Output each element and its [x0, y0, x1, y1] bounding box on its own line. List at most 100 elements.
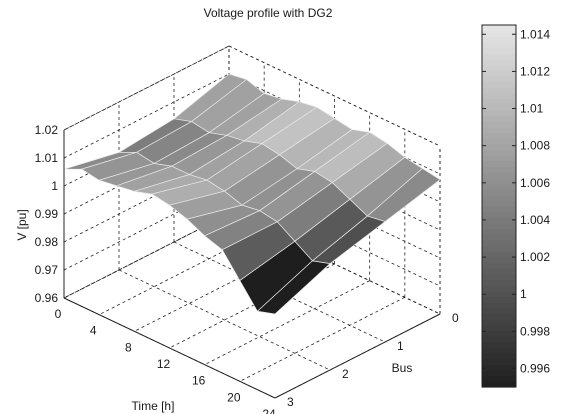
- colorbar-band: [482, 273, 516, 281]
- colorbar-band: [482, 104, 516, 111]
- colorbar-tick-label: 1.002: [520, 250, 550, 264]
- colorbar-band: [482, 234, 516, 241]
- colorbar-band: [482, 183, 516, 190]
- colorbar-band: [482, 160, 516, 168]
- x-grid-floor: [204, 280, 370, 366]
- colorbar-band: [482, 370, 516, 377]
- colorbar-band: [482, 121, 516, 128]
- y-grid-floor: [118, 269, 331, 371]
- z-tick-label: 0.99: [35, 207, 59, 221]
- colorbar-tick-label: 0.996: [520, 361, 550, 375]
- colorbar-band: [482, 330, 516, 337]
- axes-right-floor-edge: [274, 313, 441, 399]
- colorbar-band: [482, 324, 516, 332]
- x-tick-label: 8: [125, 340, 132, 354]
- colorbar-band: [482, 30, 516, 37]
- colorbar-tick-label: 1.01: [520, 102, 544, 116]
- colorbar-band: [482, 375, 516, 382]
- colorbar-band: [482, 166, 516, 173]
- colorbar-band: [482, 149, 516, 156]
- surface-patch: [256, 260, 331, 315]
- colorbar-band: [482, 132, 516, 139]
- colorbar-band: [482, 341, 516, 349]
- z-grid-left-wall: [63, 157, 230, 243]
- axes-front-box: [63, 130, 441, 399]
- colorbar-band: [482, 268, 516, 275]
- colorbar-band: [482, 189, 516, 196]
- x-tick-label: 20: [227, 390, 241, 404]
- colorbar-band: [482, 228, 516, 235]
- colorbar-band: [482, 92, 516, 100]
- colorbar-band: [482, 98, 516, 105]
- y-tick-label: 2: [342, 367, 349, 381]
- z-grid-left-wall: [63, 185, 230, 271]
- colorbar-tick-label: 1.004: [520, 213, 550, 227]
- colorbar-band: [482, 206, 516, 213]
- colorbar-band: [482, 25, 516, 32]
- z-tick-label: 0.97: [35, 263, 59, 277]
- colorbar-band: [482, 256, 516, 264]
- y-axis-label: Bus: [392, 361, 413, 375]
- colorbar-band: [482, 64, 516, 71]
- x-tick-label: 24: [262, 407, 276, 414]
- x-axis-label: Time [h]: [132, 399, 175, 413]
- z-grid-left-wall: [63, 73, 230, 159]
- colorbar-band: [482, 41, 516, 49]
- colorbar-band: [482, 70, 516, 77]
- colorbar-band: [482, 115, 516, 122]
- z-tick-label: 1: [51, 179, 58, 193]
- z-tick-label: 1.02: [35, 123, 59, 137]
- colorbar-band: [482, 81, 516, 88]
- colorbar-band: [482, 172, 516, 179]
- colorbar-tick-label: 1.006: [520, 176, 550, 190]
- colorbar-band: [482, 347, 516, 354]
- colorbar-band: [482, 285, 516, 292]
- x-tick-label: 0: [55, 307, 62, 321]
- colorbar-band: [482, 200, 516, 207]
- colorbar-band: [482, 302, 516, 309]
- colorbar-band: [482, 353, 516, 360]
- colorbar-band: [482, 290, 516, 298]
- colorbar-band: [482, 155, 516, 162]
- colorbar-band: [482, 58, 516, 66]
- colorbar-band: [482, 364, 516, 371]
- colorbar-band: [482, 222, 516, 230]
- y-tick-label: 0: [452, 311, 459, 325]
- z-axis-label: V [pu]: [15, 209, 29, 240]
- z-tick-label: 1.01: [35, 151, 59, 165]
- colorbar-band: [482, 307, 516, 315]
- colorbar-tick-label: 1: [520, 287, 527, 301]
- colorbar-frame: [481, 24, 517, 388]
- colorbar-band: [482, 381, 516, 388]
- colorbar-band: [482, 211, 516, 218]
- colorbar-band: [482, 75, 516, 83]
- x-tick-label: 4: [90, 324, 97, 338]
- colorbar-band: [482, 87, 516, 94]
- colorbar-band: [482, 251, 516, 258]
- colorbar-band: [482, 217, 516, 224]
- z-tick-label: 0.98: [35, 235, 59, 249]
- x-grid-floor: [239, 296, 406, 382]
- z-tick-label: 0.96: [35, 291, 59, 305]
- colorbar-band: [482, 245, 516, 252]
- colorbar-band: [482, 143, 516, 151]
- colorbar-band: [482, 336, 516, 343]
- z-grid-left-wall: [63, 45, 230, 131]
- colorbar-band: [482, 279, 516, 286]
- colorbar-band: [482, 194, 516, 201]
- colorbar-band: [482, 126, 516, 134]
- colorbar-tick-label: 1.008: [520, 139, 550, 153]
- y-tick-label: 3: [287, 395, 294, 409]
- y-tick-label: 1: [397, 339, 404, 353]
- colorbar-band: [482, 36, 516, 43]
- colorbar-tick-label: 1.014: [520, 27, 550, 41]
- colorbar-band: [482, 53, 516, 60]
- chart-title: Voltage profile with DG2: [204, 6, 333, 20]
- colorbar-band: [482, 358, 516, 365]
- colorbar-band: [482, 138, 516, 145]
- colorbar-band: [482, 262, 516, 269]
- axes-front-floor-edge: [63, 297, 276, 399]
- colorbar: 1.014 1.012 1.01 1.008 1.006 1.004 1.002 1 0.998…: [481, 24, 550, 388]
- colorbar-band: [482, 177, 516, 184]
